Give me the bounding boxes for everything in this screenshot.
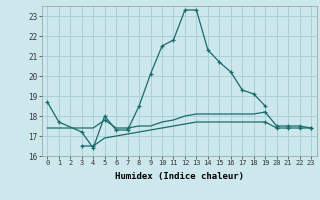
X-axis label: Humidex (Indice chaleur): Humidex (Indice chaleur) — [115, 172, 244, 181]
